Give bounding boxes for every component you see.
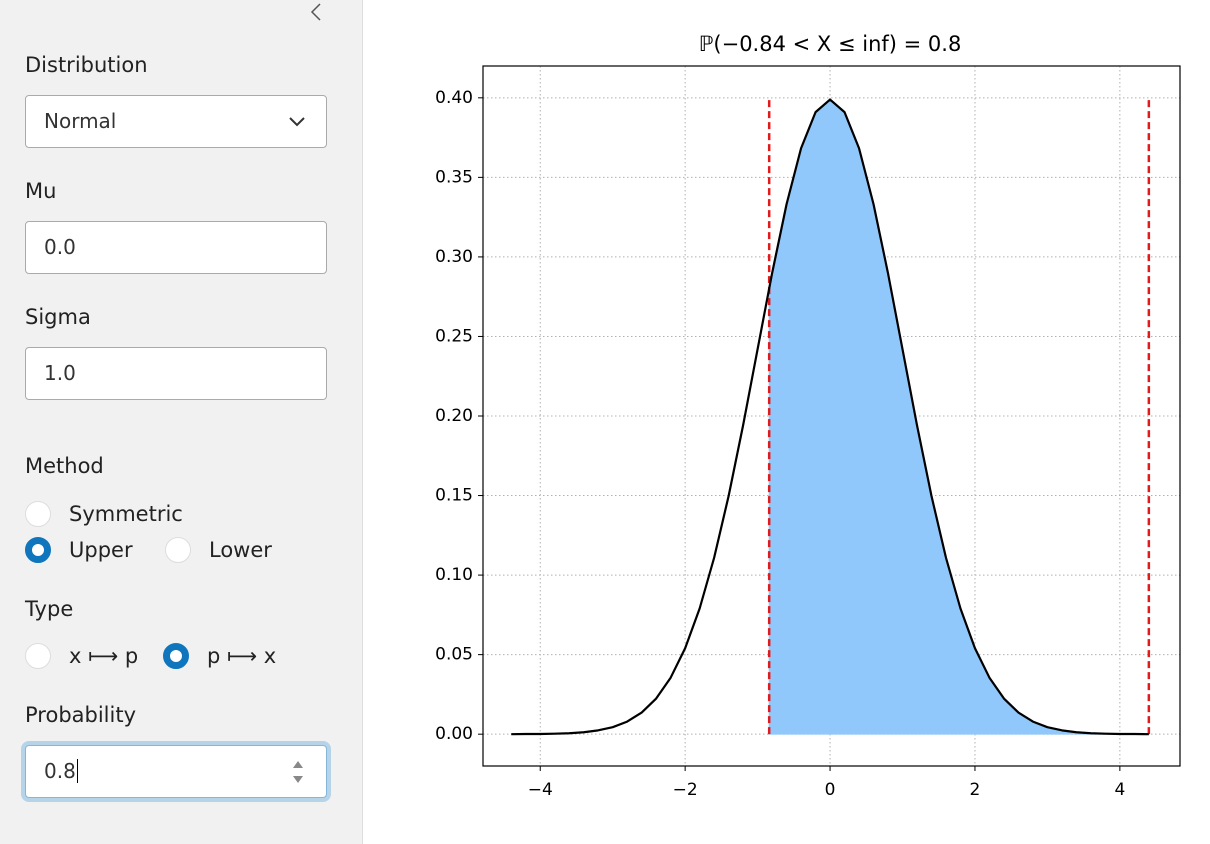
radio-label: Symmetric <box>69 502 183 526</box>
y-tick-label: 0.35 <box>435 167 473 187</box>
field-label: Sigma <box>25 305 91 329</box>
radio-button <box>165 537 191 563</box>
chart: ℙ(−0.84 < X ≤ inf) = 0.8 0.00 0.05 0.10 0.1… <box>435 32 1181 800</box>
radio-option[interactable]: Upper <box>25 536 133 564</box>
input-value: 0.0 <box>44 235 76 259</box>
y-tick-label: 0.00 <box>435 724 473 744</box>
text-input[interactable]: 0.0 <box>25 221 327 274</box>
collapse-button[interactable] <box>308 2 324 22</box>
radio-label: p ⟼ x <box>207 644 277 668</box>
chart-title: ℙ(−0.84 < X ≤ inf) = 0.8 <box>699 32 962 56</box>
spinner[interactable] <box>292 760 304 786</box>
radio-button <box>25 643 51 669</box>
dropdown-icon <box>289 117 305 127</box>
x-tick-label: −2 <box>673 780 698 800</box>
field-label: Mu <box>25 179 57 203</box>
select-value: Normal <box>44 109 117 133</box>
radio-label: x ⟼ p <box>69 644 139 668</box>
radio-label: Lower <box>209 538 272 562</box>
select[interactable]: Normal <box>25 95 327 148</box>
radio-button <box>163 643 189 669</box>
radio-option[interactable]: Symmetric <box>25 500 183 528</box>
shaded-area <box>768 98 1150 735</box>
x-tick-label: 0 <box>825 780 836 800</box>
number-input[interactable]: 0.8​ <box>25 745 327 798</box>
radio-button <box>25 537 51 563</box>
x-tick-label: 2 <box>970 780 981 800</box>
input-value: 1.0 <box>44 361 76 385</box>
y-tick-label: 0.25 <box>435 326 473 346</box>
y-tick-label: 0.05 <box>435 645 473 665</box>
y-tick-label: 0.40 <box>435 88 473 108</box>
input-value: 0.8 <box>44 759 76 783</box>
radio-option[interactable]: x ⟼ p <box>25 642 138 670</box>
y-tick-label: 0.15 <box>435 486 473 506</box>
radio-button <box>25 501 51 527</box>
radio-option[interactable]: p ⟼ x <box>163 642 276 670</box>
caret: ​ <box>76 759 78 783</box>
y-tick-label: 0.20 <box>435 406 473 426</box>
sidebar: Distribution Normal Mu 0.0 Sigma 1.0 Met… <box>0 0 363 844</box>
x-tick-label: −4 <box>528 780 553 800</box>
density-line <box>511 98 1149 736</box>
radio-option[interactable]: Lower <box>165 536 272 564</box>
text-input[interactable]: 1.0 <box>25 347 327 400</box>
x-tick-label: 4 <box>1114 780 1125 800</box>
y-tick-label: 0.10 <box>435 565 473 585</box>
plot-frame <box>482 65 1181 767</box>
field-label: Method <box>25 454 104 478</box>
field-label: Type <box>25 597 74 621</box>
field-label: Distribution <box>25 53 148 77</box>
field-label: Probability <box>25 703 137 727</box>
radio-label: Upper <box>69 538 133 562</box>
y-tick-label: 0.30 <box>435 247 473 267</box>
